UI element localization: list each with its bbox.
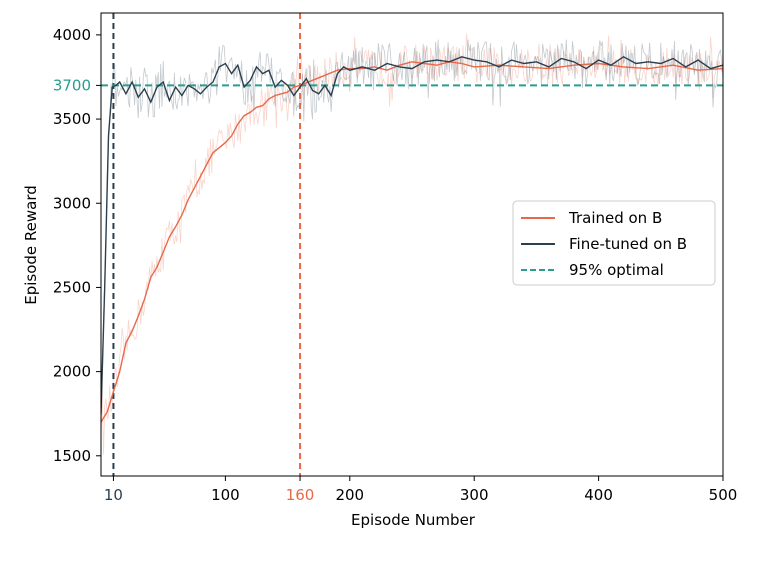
raw-trace-trained-on-b [101, 33, 723, 455]
raw-noise-layer [101, 33, 723, 455]
legend-label-fine-tuned-on-b: Fine-tuned on B [569, 235, 687, 253]
x-tick-label-300: 300 [460, 486, 489, 504]
raw-trace-fine-tuned-on-b [101, 39, 723, 398]
x-tick-label-500: 500 [709, 486, 738, 504]
x-tick-label-400: 400 [584, 486, 613, 504]
legend-label-trained-on-b: Trained on B [568, 209, 662, 227]
legend: Trained on B Fine-tuned on B 95% optimal [512, 200, 716, 286]
x-axis-ticks: 10 100 160 200 300 400 500 [104, 476, 737, 504]
x-tick-label-100: 100 [211, 486, 240, 504]
y-axis-label: Episode Reward [22, 185, 40, 305]
series-layer [101, 55, 723, 423]
y-tick-label-3000: 3000 [53, 194, 91, 212]
x-tick-label-10: 10 [104, 486, 123, 504]
series-line-trained-on-b [101, 61, 723, 423]
y-axis-ticks: 1500 2000 2500 3000 3500 3700 4000 [53, 26, 101, 465]
reference-lines [101, 13, 723, 476]
y-tick-label-3500: 3500 [53, 110, 91, 128]
legend-label-95-optimal: 95% optimal [569, 261, 664, 279]
legend-box [512, 200, 716, 286]
x-tick-label-200: 200 [335, 486, 364, 504]
y-tick-label-4000: 4000 [53, 26, 91, 44]
x-axis-label: Episode Number [351, 511, 476, 529]
y-tick-label-3700: 3700 [53, 76, 91, 94]
y-tick-label-1500: 1500 [53, 447, 91, 465]
y-tick-label-2000: 2000 [53, 363, 91, 381]
x-tick-label-160: 160 [286, 486, 315, 504]
series-line-fine-tuned-on-b [101, 55, 723, 414]
y-tick-label-2500: 2500 [53, 278, 91, 296]
plot-frame [100, 12, 724, 477]
